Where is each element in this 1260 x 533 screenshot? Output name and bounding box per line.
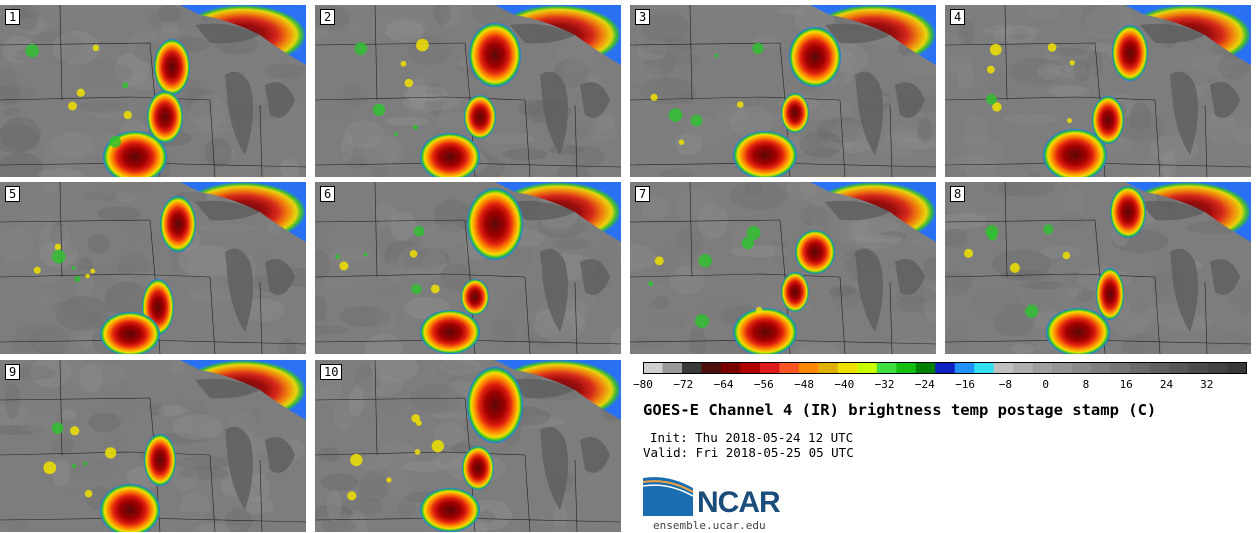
- colorbar-swatch: [1032, 362, 1053, 374]
- colorbar-swatch: [798, 362, 819, 374]
- panel-number: 6: [320, 186, 336, 202]
- colorbar-tick: −8: [998, 378, 1013, 391]
- colorbar-swatch: [1149, 362, 1170, 374]
- colorbar-swatch: [915, 362, 936, 374]
- init-time: Init: Thu 2018-05-24 12 UTC: [650, 430, 854, 445]
- colorbar-swatch: [1052, 362, 1073, 374]
- panel-number: 1: [5, 9, 21, 25]
- satellite-map-8: [945, 182, 1251, 354]
- colorbar-tick: −24: [914, 378, 935, 391]
- panel-number: 7: [635, 186, 651, 202]
- colorbar-swatch: [818, 362, 839, 374]
- colorbar-swatch: [779, 362, 800, 374]
- colorbar-swatch: [662, 362, 683, 374]
- colorbar-tick: 24: [1159, 378, 1174, 391]
- postage-stamp-panel-2: 2: [315, 5, 621, 177]
- colorbar-tick: −40: [834, 378, 855, 391]
- postage-stamp-panel-4: 4: [945, 5, 1251, 177]
- postage-stamp-panel-1: 1: [0, 5, 306, 177]
- colorbar-tick: 32: [1200, 378, 1214, 391]
- panel-number: 2: [320, 9, 336, 25]
- valid-time: Valid: Fri 2018-05-25 05 UTC: [643, 445, 854, 460]
- colorbar-swatch: [896, 362, 917, 374]
- colorbar-tick: 0: [1042, 378, 1049, 391]
- panel-number: 10: [320, 364, 343, 380]
- colorbar-tick: −48: [794, 378, 814, 391]
- colorbar-swatch: [1091, 362, 1112, 374]
- satellite-map-3: [630, 5, 936, 177]
- postage-stamp-panel-3: 3: [630, 5, 936, 177]
- ncar-logo: [643, 477, 694, 516]
- colorbar-swatch: [974, 362, 995, 374]
- colorbar-tick: 16: [1119, 378, 1133, 391]
- satellite-map-6: [315, 182, 621, 354]
- postage-stamp-panel-10: 10: [315, 360, 621, 532]
- colorbar-tick: −32: [874, 378, 895, 391]
- satellite-map-9: [0, 360, 306, 532]
- postage-stamp-panel-9: 9: [0, 360, 306, 532]
- colorbar-swatch: [759, 362, 780, 374]
- satellite-map-10: [315, 360, 621, 532]
- panel-number: 5: [5, 186, 21, 202]
- ncar-logo-text: NCAR: [697, 486, 781, 519]
- colorbar-swatch: [993, 362, 1014, 374]
- colorbar-swatch: [876, 362, 897, 374]
- colorbar-swatch: [701, 362, 722, 374]
- panel-number: 4: [950, 9, 966, 25]
- colorbar-swatch: [1013, 362, 1034, 374]
- colorbar-tick: −72: [673, 378, 694, 391]
- postage-stamp-panel-8: 8: [945, 182, 1251, 354]
- satellite-map-5: [0, 182, 306, 354]
- colorbar-swatch: [1071, 362, 1092, 374]
- colorbar-swatch: [740, 362, 761, 374]
- panel-number: 9: [5, 364, 21, 380]
- colorbar-swatch: [935, 362, 956, 374]
- colorbar-tick: 8: [1082, 378, 1090, 391]
- colorbar-tick: −16: [955, 378, 976, 391]
- colorbar-swatch: [837, 362, 858, 374]
- colorbar-swatch: [681, 362, 702, 374]
- postage-stamp-panel-6: 6: [315, 182, 621, 354]
- colorbar-tick-labels: −80 −72 −64 −56 −48 −40 −32 −24 −16 −8 0 8 16 24 32: [633, 378, 1257, 394]
- postage-stamp-panel-5: 5: [0, 182, 306, 354]
- postage-stamp-panel-7: 7: [630, 182, 936, 354]
- colorbar-swatch: [1227, 362, 1247, 374]
- colorbar-swatch: [1188, 362, 1209, 374]
- colorbar-swatch: [1110, 362, 1131, 374]
- colorbar-swatch: [1130, 362, 1151, 374]
- colorbar-swatch: [954, 362, 975, 374]
- colorbar-swatch: [1208, 362, 1229, 374]
- satellite-map-1: [0, 5, 306, 177]
- colorbar-swatch: [1169, 362, 1190, 374]
- satellite-map-2: [315, 5, 621, 177]
- website-url: ensemble.ucar.edu: [653, 519, 766, 532]
- colorbar-tick: −64: [713, 378, 734, 391]
- colorbar-tick: −56: [753, 378, 774, 391]
- panel-number: 3: [635, 9, 651, 25]
- temperature-colorbar: [643, 362, 1247, 374]
- colorbar-tick: −80: [633, 378, 653, 391]
- colorbar-swatch: [643, 362, 663, 374]
- satellite-map-7: [630, 182, 936, 354]
- figure-title: GOES-E Channel 4 (IR) brightness temp po…: [643, 401, 1157, 419]
- panel-number: 8: [950, 186, 966, 202]
- colorbar-swatch: [720, 362, 741, 374]
- colorbar-swatch: [857, 362, 878, 374]
- satellite-map-4: [945, 5, 1251, 177]
